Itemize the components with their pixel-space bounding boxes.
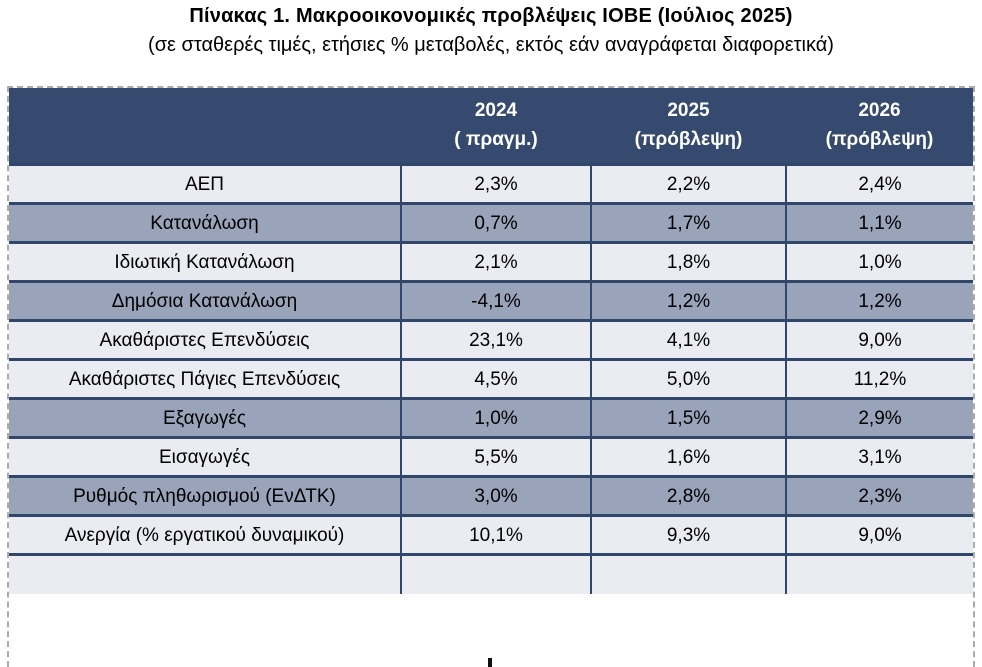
value-cell: -4,1% xyxy=(400,281,591,320)
value-cell: 2,2% xyxy=(590,164,786,203)
page-subtitle: (σε σταθερές τιμές, ετήσιες % μεταβολές,… xyxy=(148,34,834,56)
row-label: Ακαθάριστες Επενδύσεις xyxy=(9,320,401,359)
value-cell: 2,1% xyxy=(400,242,591,281)
row-label: Εξαγωγές xyxy=(9,398,401,437)
header-kind: ( πραγμ.) xyxy=(454,129,538,150)
value-cell: 9,0% xyxy=(785,320,973,359)
value-cell: 3,0% xyxy=(400,476,591,515)
row-label: Δημόσια Κατανάλωση xyxy=(9,281,401,320)
value-cell: 2,3% xyxy=(785,476,973,515)
table-row: Εξαγωγές 1,0% 1,5% 2,9% xyxy=(9,398,973,437)
row-label: Ανεργία (% εργατικού δυναμικού) xyxy=(9,515,401,554)
value-cell: 5,5% xyxy=(400,437,591,476)
page-title: Πίνακας 1. Μακροοικονομικές προβλέψεις Ι… xyxy=(189,5,793,27)
forecast-table-outline: 2024 ( πραγμ.) 2025 (πρόβλεψη) 2026 (πρό… xyxy=(7,86,975,667)
header-cell-2026: 2026 (πρόβλεψη) xyxy=(786,88,973,164)
row-label: Κατανάλωση xyxy=(9,203,401,242)
table-row: ΑΕΠ 2,3% 2,2% 2,4% xyxy=(9,164,973,203)
value-cell: 1,1% xyxy=(785,203,973,242)
header-kind: (πρόβλεψη) xyxy=(634,129,743,150)
table-header: 2024 ( πραγμ.) 2025 (πρόβλεψη) 2026 (πρό… xyxy=(9,88,973,164)
table-cutoff xyxy=(9,554,973,594)
cutoff-cell xyxy=(785,554,973,594)
table-row: Ακαθάριστες Επενδύσεις 23,1% 4,1% 9,0% xyxy=(9,320,973,359)
table-row: Ανεργία (% εργατικού δυναμικού) 10,1% 9,… xyxy=(9,515,973,554)
value-cell: 2,9% xyxy=(785,398,973,437)
value-cell: 0,7% xyxy=(400,203,591,242)
row-label: Ιδιωτική Κατανάλωση xyxy=(9,242,401,281)
value-cell: 1,2% xyxy=(590,281,786,320)
value-cell: 9,3% xyxy=(590,515,786,554)
value-cell: 1,0% xyxy=(785,242,973,281)
value-cell: 1,0% xyxy=(400,398,591,437)
value-cell: 2,3% xyxy=(400,164,591,203)
value-cell: 23,1% xyxy=(400,320,591,359)
header-cell-2025: 2025 (πρόβλεψη) xyxy=(591,88,786,164)
header-cell-indicator xyxy=(9,88,401,164)
value-cell: 3,1% xyxy=(785,437,973,476)
value-cell: 1,2% xyxy=(785,281,973,320)
value-cell: 2,8% xyxy=(590,476,786,515)
header-kind: (πρόβλεψη) xyxy=(825,129,934,150)
cutoff-cell xyxy=(9,554,401,594)
cutoff-row xyxy=(9,554,973,594)
text-cursor-artifact xyxy=(488,658,492,667)
header-row: 2024 ( πραγμ.) 2025 (πρόβλεψη) 2026 (πρό… xyxy=(9,88,973,164)
row-label: Ακαθάριστες Πάγιες Επενδύσεις xyxy=(9,359,401,398)
cutoff-cell xyxy=(590,554,786,594)
table-row: Ρυθμός πληθωρισμού (ΕνΔΤΚ) 3,0% 2,8% 2,3… xyxy=(9,476,973,515)
value-cell: 9,0% xyxy=(785,515,973,554)
row-label: ΑΕΠ xyxy=(9,164,401,203)
value-cell: 1,7% xyxy=(590,203,786,242)
header-year: 2025 xyxy=(667,100,710,121)
table-row: Ακαθάριστες Πάγιες Επενδύσεις 4,5% 5,0% … xyxy=(9,359,973,398)
value-cell: 4,1% xyxy=(590,320,786,359)
cutoff-cell xyxy=(400,554,591,594)
table-row: Εισαγωγές 5,5% 1,6% 3,1% xyxy=(9,437,973,476)
header-cell-2024: 2024 ( πραγμ.) xyxy=(401,88,591,164)
value-cell: 1,5% xyxy=(590,398,786,437)
value-cell: 10,1% xyxy=(400,515,591,554)
table-row: Ιδιωτική Κατανάλωση 2,1% 1,8% 1,0% xyxy=(9,242,973,281)
table-row: Κατανάλωση 0,7% 1,7% 1,1% xyxy=(9,203,973,242)
row-label: Ρυθμός πληθωρισμού (ΕνΔΤΚ) xyxy=(9,476,401,515)
value-cell: 2,4% xyxy=(785,164,973,203)
row-label: Εισαγωγές xyxy=(9,437,401,476)
value-cell: 1,8% xyxy=(590,242,786,281)
value-cell: 1,6% xyxy=(590,437,786,476)
value-cell: 5,0% xyxy=(590,359,786,398)
header-year: 2024 xyxy=(474,100,518,121)
header-year: 2026 xyxy=(858,100,901,121)
value-cell: 4,5% xyxy=(400,359,591,398)
table-row: Δημόσια Κατανάλωση -4,1% 1,2% 1,2% xyxy=(9,281,973,320)
forecast-table: 2024 ( πραγμ.) 2025 (πρόβλεψη) 2026 (πρό… xyxy=(9,88,973,594)
value-cell: 11,2% xyxy=(785,359,973,398)
table-body: ΑΕΠ 2,3% 2,2% 2,4% Κατανάλωση 0,7% 1,7% … xyxy=(9,164,973,554)
